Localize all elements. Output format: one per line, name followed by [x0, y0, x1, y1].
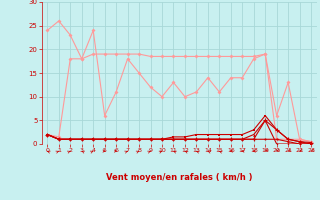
- X-axis label: Vent moyen/en rafales ( km/h ): Vent moyen/en rafales ( km/h ): [106, 173, 252, 182]
